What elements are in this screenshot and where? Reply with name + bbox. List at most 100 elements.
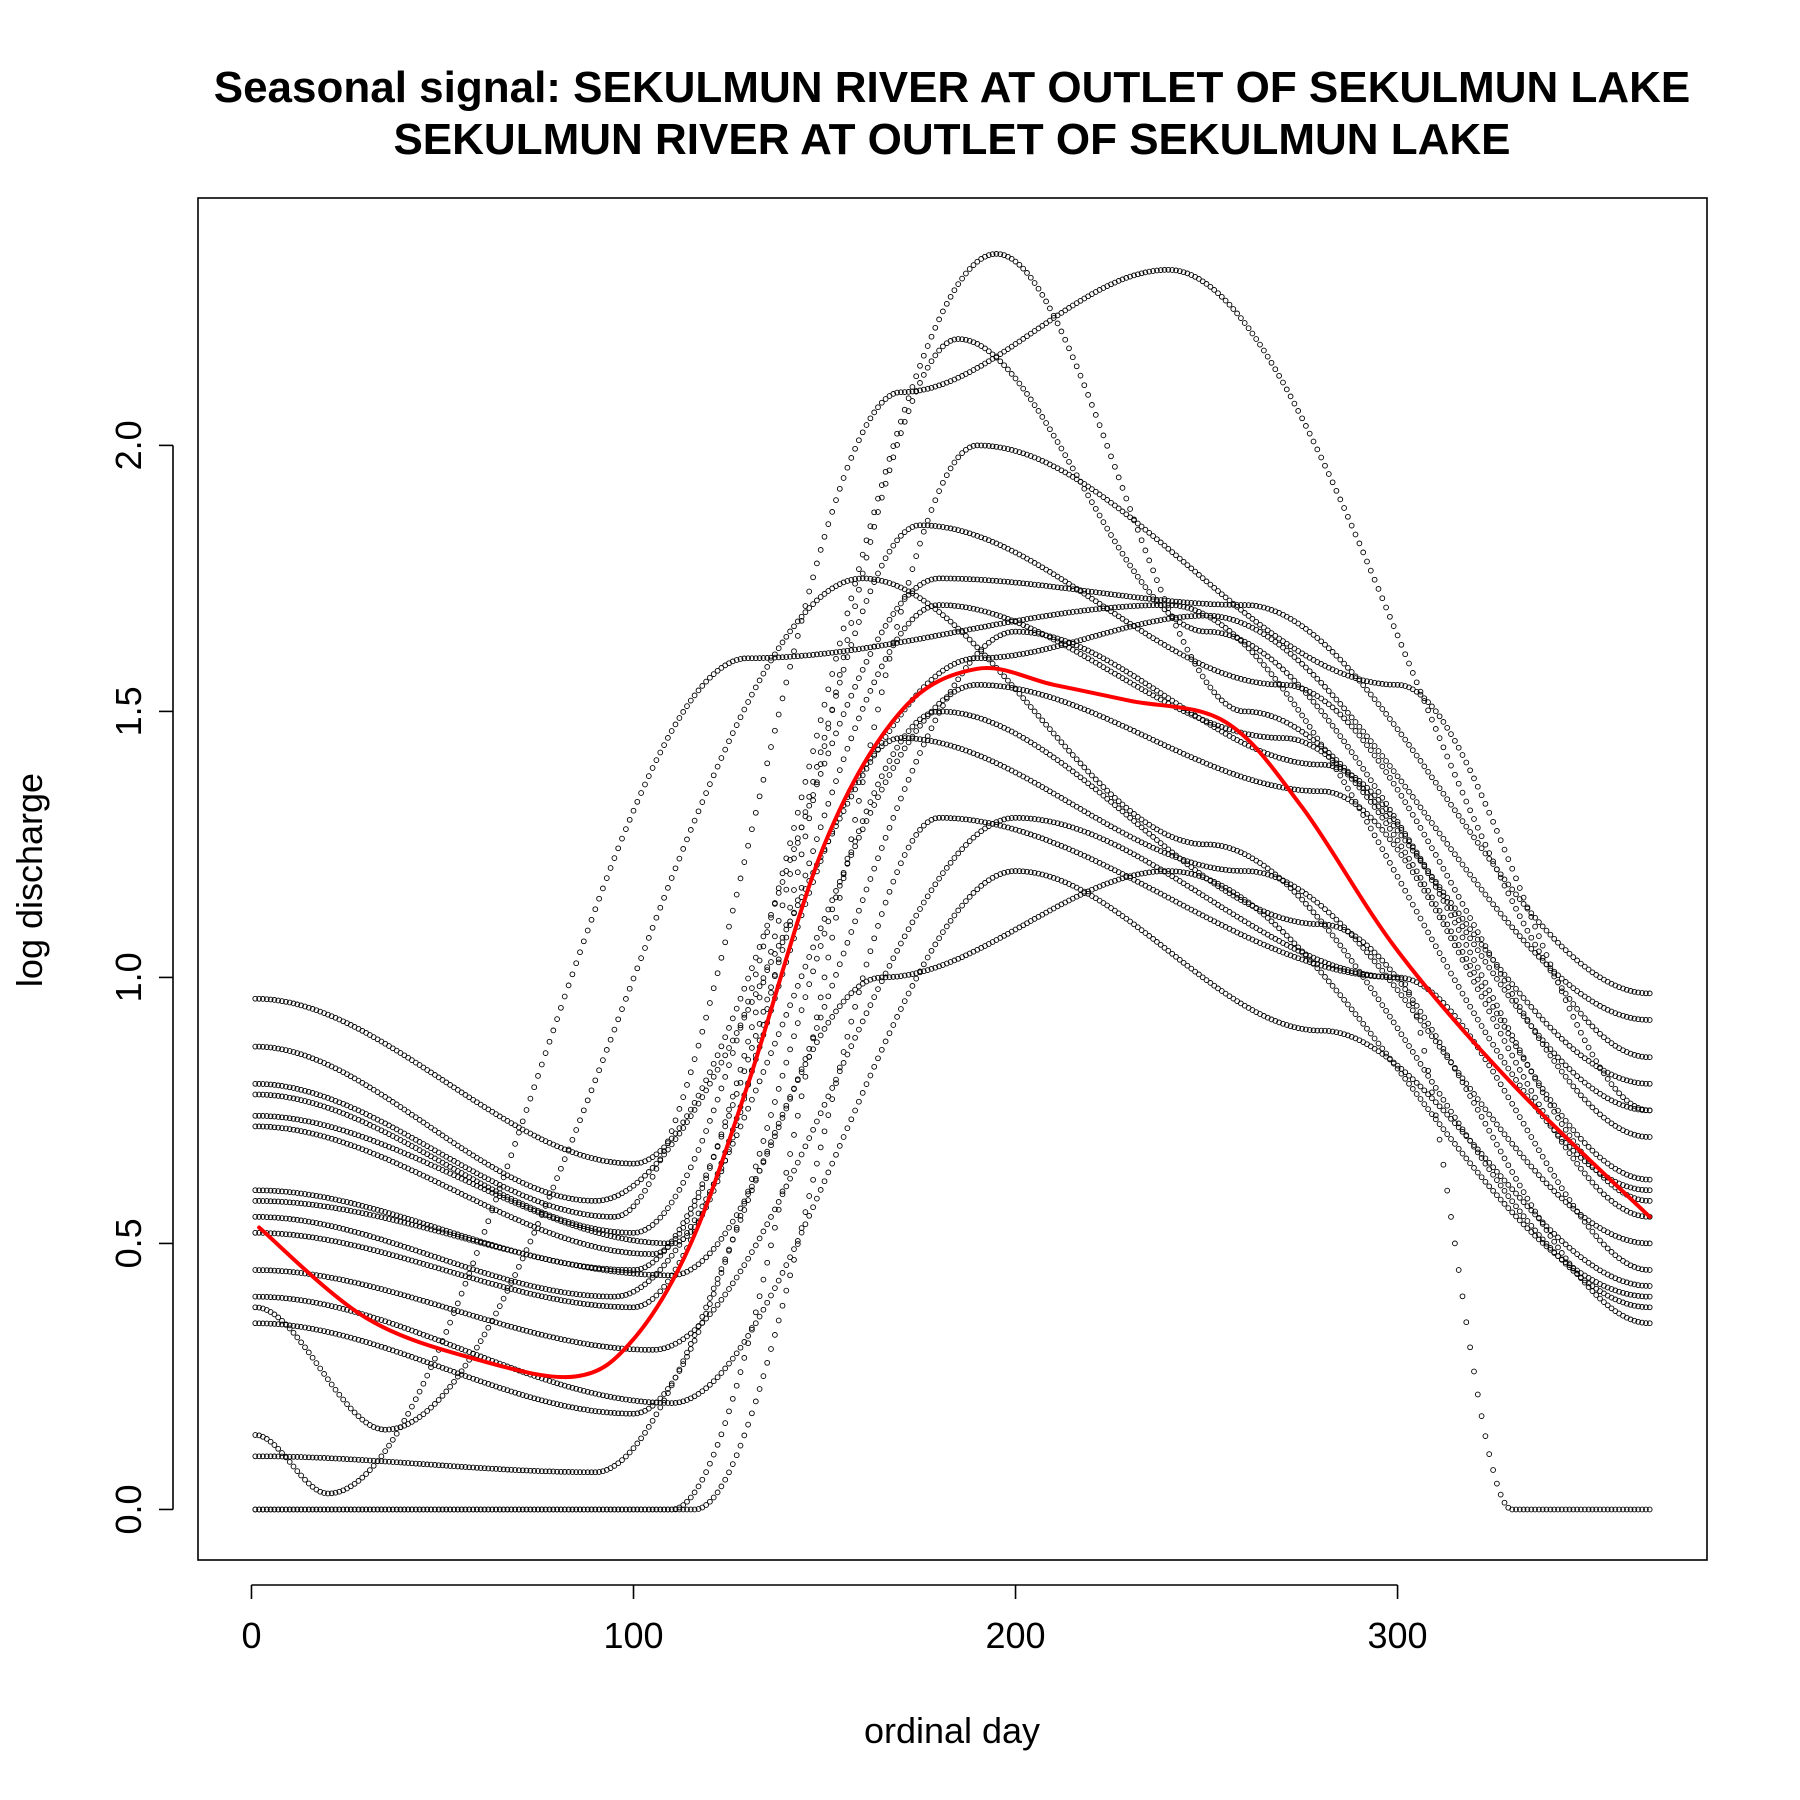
data-point bbox=[271, 1113, 278, 1120]
data-point bbox=[1364, 733, 1370, 740]
data-point bbox=[535, 1254, 541, 1261]
data-point bbox=[1005, 629, 1011, 636]
data-point bbox=[1261, 680, 1267, 687]
data-point bbox=[1096, 589, 1103, 596]
data-point bbox=[1562, 947, 1569, 953]
data-point bbox=[428, 1226, 434, 1233]
data-point bbox=[267, 1092, 274, 1098]
data-point bbox=[1601, 1157, 1607, 1164]
data-point bbox=[634, 1199, 641, 1205]
data-point bbox=[1322, 698, 1328, 705]
data-point bbox=[1203, 281, 1210, 287]
data-point bbox=[496, 1303, 503, 1309]
data-point bbox=[722, 1052, 729, 1059]
data-point bbox=[1635, 1016, 1642, 1023]
data-point bbox=[1367, 777, 1374, 784]
data-point bbox=[1497, 1126, 1504, 1133]
data-point bbox=[783, 855, 790, 862]
data-point bbox=[875, 495, 881, 502]
data-point bbox=[1578, 1092, 1584, 1099]
data-point bbox=[1394, 837, 1401, 844]
data-point bbox=[993, 612, 1000, 618]
data-point bbox=[710, 1073, 717, 1080]
data-point bbox=[1478, 886, 1485, 893]
data-point bbox=[554, 1175, 560, 1181]
data-point bbox=[1444, 841, 1451, 847]
data-point bbox=[1241, 602, 1248, 608]
data-point bbox=[875, 855, 881, 862]
data-point bbox=[1371, 576, 1378, 583]
data-point bbox=[1474, 839, 1481, 846]
data-point bbox=[810, 968, 816, 975]
data-point bbox=[775, 1086, 782, 1092]
data-point bbox=[1127, 562, 1133, 569]
data-point bbox=[1513, 1203, 1519, 1210]
data-point bbox=[905, 776, 912, 783]
data-point bbox=[1268, 734, 1275, 741]
data-point bbox=[951, 602, 958, 609]
data-point bbox=[1008, 652, 1015, 659]
data-point bbox=[963, 529, 969, 536]
data-point bbox=[1192, 613, 1198, 619]
data-point bbox=[1467, 926, 1473, 932]
data-point bbox=[1367, 814, 1374, 821]
data-point bbox=[829, 789, 836, 796]
data-point bbox=[1409, 670, 1416, 676]
data-point bbox=[1169, 267, 1176, 273]
data-point bbox=[493, 1243, 499, 1250]
data-point bbox=[1364, 979, 1370, 986]
data-point bbox=[787, 840, 793, 847]
data-point bbox=[1024, 270, 1030, 276]
data-point bbox=[1341, 715, 1347, 722]
data-point bbox=[1234, 602, 1240, 608]
data-point bbox=[1215, 290, 1221, 297]
data-point bbox=[882, 623, 889, 629]
data-point bbox=[844, 464, 851, 471]
data-point bbox=[966, 655, 973, 662]
data-point bbox=[393, 1212, 400, 1219]
data-point bbox=[313, 1056, 320, 1063]
data-point bbox=[569, 1136, 576, 1143]
data-point bbox=[1570, 1155, 1577, 1162]
data-point bbox=[1471, 941, 1477, 948]
data-point bbox=[1027, 649, 1034, 656]
data-point bbox=[963, 842, 969, 848]
data-point bbox=[1501, 1177, 1508, 1184]
data-point bbox=[332, 1205, 339, 1211]
data-point bbox=[1524, 941, 1531, 948]
data-point bbox=[512, 1272, 518, 1278]
data-point bbox=[1379, 763, 1386, 770]
data-point bbox=[1501, 1131, 1508, 1138]
data-point bbox=[848, 642, 855, 648]
data-point bbox=[1536, 1012, 1542, 1019]
data-point bbox=[1436, 1090, 1443, 1097]
data-point bbox=[298, 1128, 304, 1134]
data-point bbox=[1539, 1041, 1546, 1047]
data-point bbox=[527, 1238, 534, 1245]
data-point bbox=[1398, 1031, 1405, 1038]
data-point bbox=[680, 1236, 687, 1242]
series-1 bbox=[252, 575, 1653, 1167]
data-point bbox=[1486, 1166, 1493, 1173]
data-point bbox=[917, 362, 923, 369]
data-point bbox=[538, 1187, 545, 1194]
data-point bbox=[726, 1062, 732, 1068]
data-point bbox=[749, 1024, 755, 1030]
data-point bbox=[848, 620, 855, 626]
data-point bbox=[661, 1148, 667, 1154]
data-point bbox=[833, 1151, 839, 1158]
data-point bbox=[1161, 616, 1168, 623]
data-point bbox=[592, 1156, 599, 1162]
data-point bbox=[856, 1098, 862, 1105]
data-point bbox=[1490, 995, 1496, 1001]
data-point bbox=[878, 740, 885, 746]
data-point bbox=[1635, 1175, 1642, 1182]
data-point bbox=[913, 975, 920, 982]
data-point bbox=[458, 1232, 465, 1239]
data-point bbox=[1436, 886, 1443, 893]
data-point bbox=[817, 1187, 824, 1193]
data-point bbox=[989, 660, 996, 667]
data-point bbox=[424, 1122, 431, 1128]
data-point bbox=[1352, 673, 1359, 680]
data-point bbox=[726, 923, 732, 930]
